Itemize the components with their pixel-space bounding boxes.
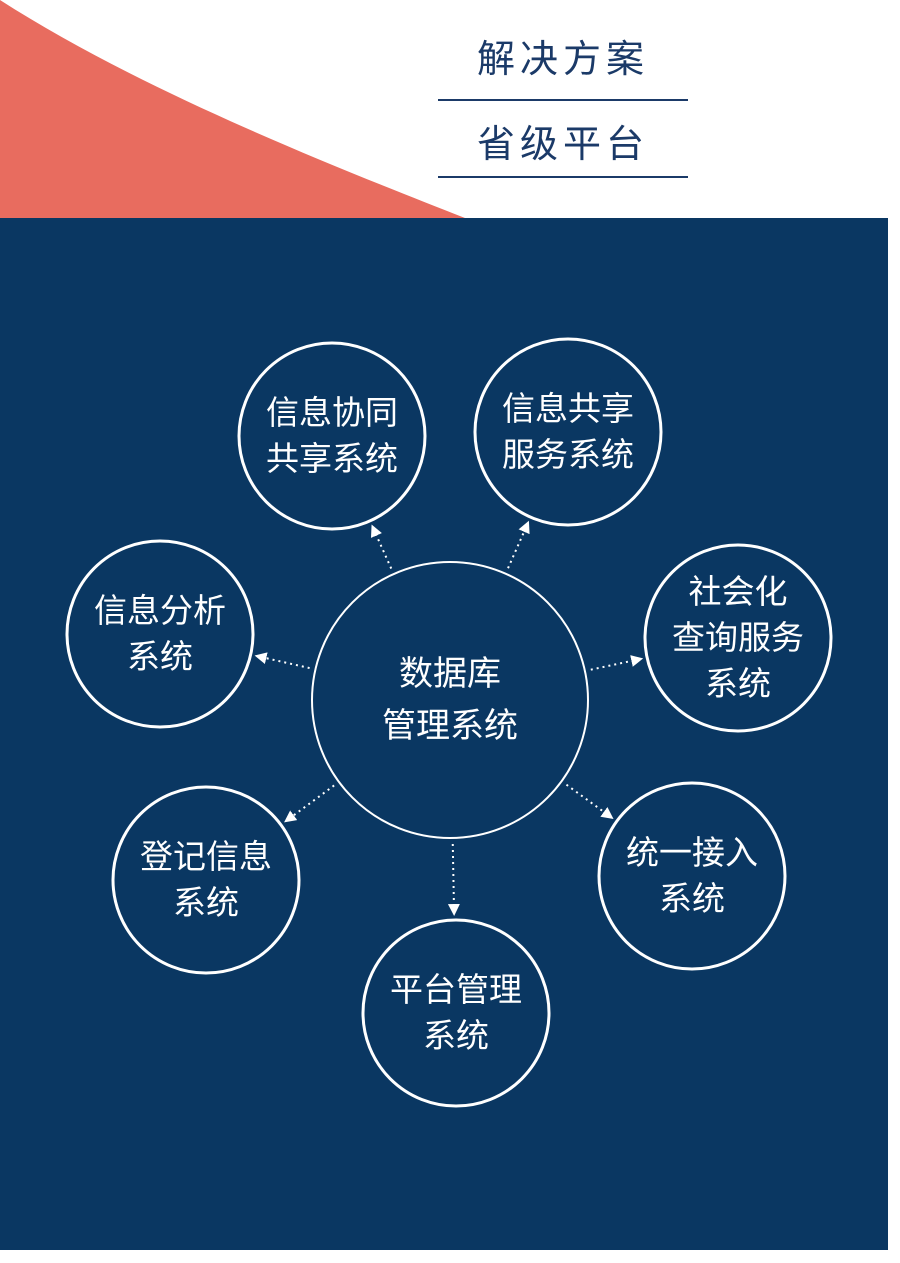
node-circle-center [311,561,589,839]
node-circle-info-share [473,337,663,527]
accent-swoosh [0,0,465,218]
page-title: 解决方案 [476,37,649,81]
node-circle-unified-access [597,781,787,971]
diagram-nodes [65,337,833,1108]
node-circle-social-query [643,543,833,733]
edge-arrow-platform-mgmt [447,843,460,917]
node-label-platform-mgmt: 平台管理 系统 [390,970,522,1055]
content-panel [0,218,888,1250]
node-label-info-share: 信息共享 服务系统 [502,389,634,474]
node-label-center: 数据库 管理系统 [382,654,518,746]
node-label-unified-access: 统一接入 系统 [626,833,758,918]
node-label-registration: 登记信息 系统 [140,837,272,922]
node-circle-registration [111,785,301,975]
edge-arrow-info-analysis [254,652,310,670]
node-label-social-query: 社会化 查询服务 系统 [672,572,804,703]
edge-arrow-info-share [507,520,530,569]
edge-arrow-info-collab [371,524,393,569]
edge-arrow-unified-access [565,783,614,819]
node-circle-info-collab [237,341,427,531]
node-circle-platform-mgmt [361,918,551,1108]
page-subtitle: 省级平台 [476,122,649,166]
subtitle-divider [438,176,688,178]
node-circle-info-analysis [65,539,255,729]
diagram-edges [254,520,644,917]
title-divider [438,99,688,101]
node-label-info-analysis: 信息分析 系统 [94,591,226,676]
node-label-info-collab: 信息协同 共享系统 [266,393,398,478]
edge-arrow-social-query [590,655,644,671]
